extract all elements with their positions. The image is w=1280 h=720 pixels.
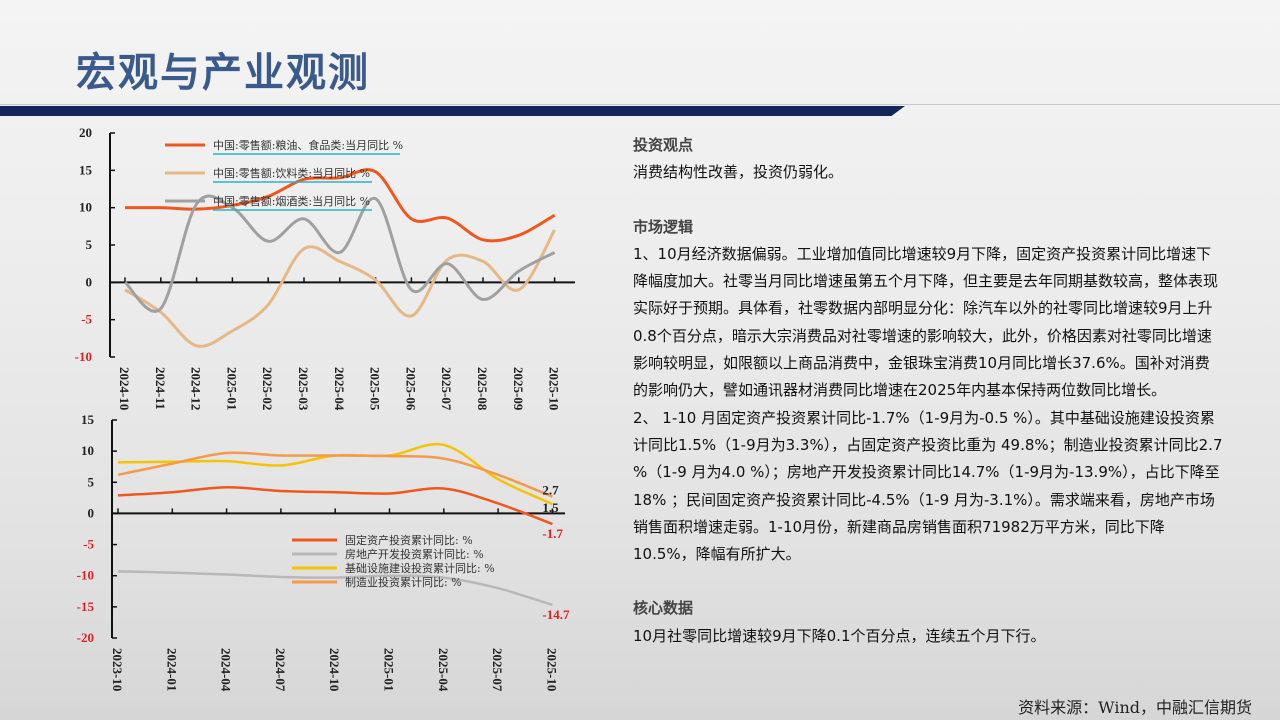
x-tick-label: 2025-07	[490, 648, 505, 692]
y-tick-label: 15	[81, 412, 95, 427]
source-note: 资料来源：Wind，中融汇信期货	[1018, 698, 1252, 717]
y-tick-label: -20	[77, 630, 94, 645]
section-heading: 核心数据	[633, 599, 694, 618]
x-tick-label: 2024-10	[327, 648, 342, 691]
legend-label: 制造业投资累计同比: %	[345, 575, 462, 589]
x-tick-label: 2023-10	[110, 648, 125, 691]
header-divider	[0, 104, 1280, 105]
x-tick-label: 2025-07	[439, 367, 454, 411]
legend-label: 固定资产投资累计同比: %	[345, 533, 473, 547]
section-text: 1、10月经济数据偏弱。工业增加值同比增速较9月下降，固定资产投资累计同比增速下…	[633, 244, 1219, 400]
charts-area: 20 15 10 5 0 -5 -10 2024-10 2024-11 2024-12 2025-0…	[75, 125, 575, 692]
x-tick-label: 2025-04	[332, 367, 347, 411]
legend-label: 房地产开发投资累计同比: %	[345, 547, 484, 561]
y-tick-label: 15	[79, 162, 93, 177]
series-line	[124, 229, 556, 348]
x-tick-label: 2025-08	[475, 367, 490, 411]
section-text: 2、 1-10 月固定资产投资累计同比-1.7%（1-9月为-0.5 %）。其中…	[633, 408, 1223, 564]
y-tick-label: 0	[88, 505, 95, 520]
series-line	[117, 486, 553, 526]
x-tick-label: 2024-07	[273, 648, 288, 692]
analysis-panel: 投资观点 消费结构性改善，投资仍弱化。 市场逻辑 1、10月经济数据偏弱。工业增…	[633, 132, 1223, 650]
y-tick-label: 20	[79, 125, 92, 140]
section-text: 10月社零同比增速较9月下降0.1个百分点，连续五个月下行。	[633, 626, 1046, 645]
legend-label: 中国:零售额:饮料类:当月同比 %	[213, 166, 370, 180]
x-tick-label: 2024-10	[117, 367, 132, 410]
legend-label: 基础设施建设投资累计同比: %	[345, 561, 495, 575]
x-tick-label: 2025-10	[544, 648, 559, 691]
x-tick-label: 2025-01	[224, 367, 239, 410]
x-tick-label: 2025-02	[260, 367, 275, 410]
data-label: 1.5	[542, 500, 559, 515]
y-tick-label: -10	[77, 568, 94, 583]
section-heading: 市场逻辑	[633, 217, 694, 236]
y-tick-label: 10	[79, 200, 92, 215]
y-tick-label: 5	[86, 237, 93, 252]
series-line	[117, 570, 553, 607]
data-label: -1.7	[542, 526, 563, 541]
legend-label: 中国:零售额:烟酒类:当月同比 %	[213, 194, 370, 208]
section-heading: 投资观点	[633, 136, 694, 154]
y-tick-label: 5	[88, 474, 95, 489]
y-tick-label: 10	[81, 443, 94, 458]
legend-label: 中国:零售额:粮油、食品类:当月同比 %	[213, 138, 403, 152]
series-line	[117, 442, 553, 506]
x-tick-label: 2024-11	[153, 367, 168, 410]
y-tick-label: -10	[75, 349, 92, 364]
x-tick-label: 2024-12	[189, 367, 204, 410]
section-text: 消费结构性改善，投资仍弱化。	[633, 163, 844, 182]
data-label: -14.7	[542, 607, 570, 622]
x-tick-label: 2024-01	[164, 648, 179, 691]
x-tick-label: 2025-01	[382, 648, 397, 691]
x-tick-label: 2025-06	[403, 367, 418, 411]
y-tick-label: 0	[86, 274, 93, 289]
header-bar	[0, 106, 905, 116]
x-tick-label: 2025-05	[368, 367, 383, 411]
y-tick-label: -5	[81, 312, 92, 327]
x-tick-label: 2025-09	[511, 367, 526, 411]
y-tick-label: -15	[77, 599, 95, 614]
x-tick-label: 2024-04	[219, 648, 234, 692]
page-title: 宏观与产业观测	[76, 49, 370, 96]
x-tick-label: 2025-10	[547, 367, 562, 410]
data-label: 2.7	[542, 483, 559, 498]
x-tick-label: 2025-03	[296, 367, 311, 411]
series-line	[117, 451, 553, 498]
series-line	[123, 194, 556, 313]
y-tick-label: -5	[83, 537, 94, 552]
x-tick-label: 2025-04	[436, 648, 451, 692]
series-line	[124, 168, 556, 243]
